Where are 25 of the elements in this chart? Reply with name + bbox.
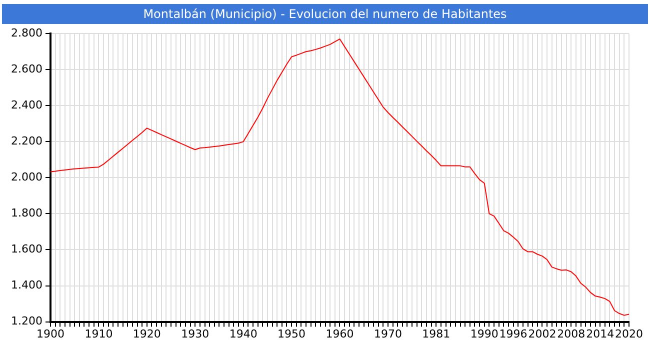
y-tick-label: 2.800 <box>10 26 42 40</box>
x-tick-label: 1996 <box>499 327 528 340</box>
y-tick-label: 1.600 <box>10 242 42 256</box>
x-tick-label: 1960 <box>326 327 354 340</box>
chart-title: Montalbán (Municipio) - Evolucion del numero de Habitantes <box>2 4 648 24</box>
x-tick-label: 1981 <box>422 327 450 340</box>
x-tick-label: 2002 <box>528 327 556 340</box>
y-tick-label: 1.400 <box>10 278 42 292</box>
x-tick-label: 1950 <box>278 327 306 340</box>
x-tick-label: 1900 <box>36 327 64 340</box>
y-tick-label: 2.600 <box>10 62 42 76</box>
y-tick-label: 2.400 <box>10 98 42 112</box>
y-tick-label: 1.800 <box>10 206 42 220</box>
x-tick-label: 1920 <box>132 327 161 340</box>
x-tick-label: 2020 <box>615 327 644 340</box>
y-tick-label: 2.000 <box>10 170 42 184</box>
y-tick-label: 2.200 <box>10 134 42 148</box>
x-tick-label: 1940 <box>229 327 258 340</box>
x-tick-label: 1990 <box>470 327 498 340</box>
x-tick-label: 1910 <box>84 327 113 340</box>
y-tick-label: 1.200 <box>10 314 42 328</box>
x-tick-label: 1930 <box>181 327 210 340</box>
x-tick-label: 1970 <box>374 327 402 340</box>
x-tick-label: 2008 <box>557 327 586 340</box>
x-tick-label: 2014 <box>586 327 614 340</box>
